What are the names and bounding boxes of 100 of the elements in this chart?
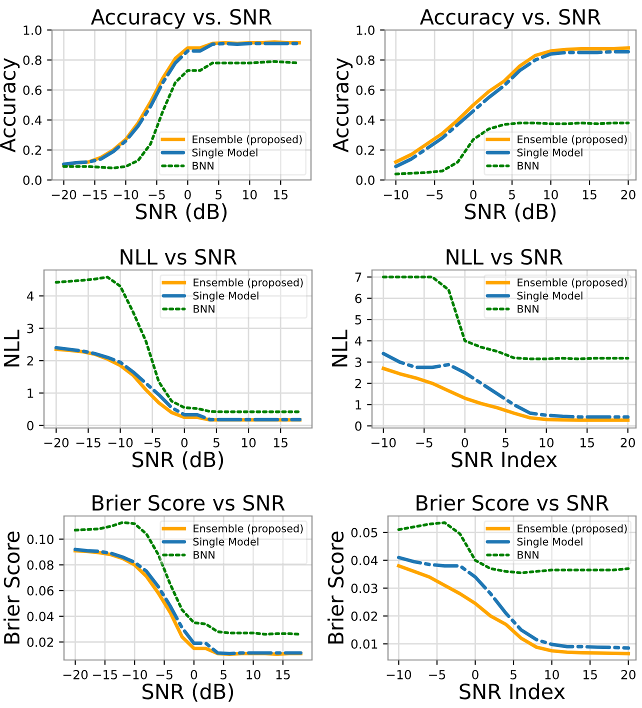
y-tick-label: 0.2 xyxy=(23,145,42,155)
y-tick-label: 0.8 xyxy=(23,55,42,65)
x-axis-title: SNR Index xyxy=(460,683,565,700)
x-tick-label: 5 xyxy=(509,190,515,200)
x-axis-title: SNR (dB) xyxy=(465,203,556,222)
x-tick-label: 10 xyxy=(545,670,559,680)
y-tick-label: 0.8 xyxy=(356,55,374,65)
legend-label: Single Model xyxy=(193,538,258,548)
x-tick-label: 10 xyxy=(242,438,256,448)
x-tick-label: −10 xyxy=(114,190,138,200)
x-tick-label: 5 xyxy=(213,438,220,448)
y-tick-label: 0.02 xyxy=(27,637,54,647)
chart-title: Accuracy vs. SNR xyxy=(90,8,272,29)
legend-label: BNN xyxy=(518,551,538,559)
y-axis-title: NLL xyxy=(4,330,20,366)
y-tick-label: 0.04 xyxy=(27,612,54,622)
y-axis-title: NLL xyxy=(332,330,348,366)
x-tick-label: 0 xyxy=(470,190,476,200)
y-axis-title: Brier Score xyxy=(328,532,344,644)
y-tick-label: 3 xyxy=(355,358,362,368)
y-tick-label: 0.2 xyxy=(356,145,374,155)
y-tick-label: 0.6 xyxy=(356,85,374,95)
x-tick-label: −15 xyxy=(76,438,100,448)
x-axis-title: SNR (dB) xyxy=(136,203,227,222)
legend-label: Ensemble (proposed) xyxy=(194,278,303,288)
x-tick-label: −20 xyxy=(52,190,76,200)
x-tick-label: 20 xyxy=(621,670,636,680)
x-tick-label: 15 xyxy=(276,670,290,680)
y-tick-label: 0.08 xyxy=(27,560,54,570)
line-series xyxy=(382,276,630,360)
legend-label: Single Model xyxy=(517,538,582,548)
y-tick-label: 0.01 xyxy=(351,639,378,649)
y-tick-label: 1 xyxy=(356,400,362,410)
y-tick-label: 0.0 xyxy=(23,175,42,185)
legend-label: Single Model xyxy=(192,148,258,158)
x-tick-label: 10 xyxy=(540,438,554,448)
y-tick-label: 0.4 xyxy=(356,115,375,125)
x-tick-label: −5 xyxy=(426,190,443,200)
y-tick-label: 0.03 xyxy=(351,584,378,594)
x-tick-label: −10 xyxy=(108,438,133,448)
y-tick-label: 5 xyxy=(355,315,362,324)
y-tick-label: 0 xyxy=(27,420,34,430)
x-tick-label: 10 xyxy=(246,670,260,680)
line-series xyxy=(394,122,630,176)
legend-label: Ensemble (proposed) xyxy=(518,524,627,534)
x-tick-label: 5 xyxy=(502,438,509,448)
x-tick-label: 15 xyxy=(582,190,596,200)
x-tick-label: −5 xyxy=(148,190,165,200)
y-tick-label: 0.04 xyxy=(351,556,378,566)
x-tick-label: 5 xyxy=(510,670,516,680)
chart-title: NLL vs SNR xyxy=(120,248,237,265)
y-tick-label: 1.0 xyxy=(24,25,42,35)
x-tick-label: 15 xyxy=(580,438,594,448)
y-tick-label: 3 xyxy=(27,324,34,334)
line-series xyxy=(54,276,302,414)
chart-title: Brier Score vs SNR xyxy=(92,494,285,511)
x-tick-label: 0 xyxy=(184,190,191,200)
y-tick-label: 0.0 xyxy=(356,175,374,185)
y-tick-label: 2 xyxy=(27,356,34,366)
x-tick-label: −5 xyxy=(429,670,446,680)
x-axis-title: SNR (dB) xyxy=(132,451,224,470)
x-tick-label: 0 xyxy=(190,670,198,680)
x-tick-label: −10 xyxy=(372,438,396,448)
x-tick-label: −10 xyxy=(122,670,147,680)
x-tick-label: 15 xyxy=(274,190,288,200)
x-tick-label: 0 xyxy=(462,438,468,448)
y-tick-label: 0 xyxy=(355,421,362,431)
y-tick-label: 0.6 xyxy=(23,85,42,95)
chart-title: NLL vs SNR xyxy=(446,248,563,265)
x-tick-label: 5 xyxy=(220,670,226,680)
y-tick-label: 0.02 xyxy=(351,611,378,621)
x-tick-label: 10 xyxy=(243,190,257,200)
x-tick-label: 10 xyxy=(544,190,558,200)
y-tick-label: 4 xyxy=(26,292,34,301)
legend-label: BNN xyxy=(194,305,214,313)
y-tick-label: 0.06 xyxy=(27,586,54,596)
x-tick-label: −15 xyxy=(93,670,118,680)
y-tick-label: 2 xyxy=(355,378,362,388)
line-series xyxy=(397,521,630,574)
y-tick-label: 4 xyxy=(354,336,362,346)
x-tick-label: −10 xyxy=(384,190,408,200)
y-tick-label: 1 xyxy=(28,388,34,398)
legend-label: Ensemble (proposed) xyxy=(192,135,302,146)
legend-label: Single Model xyxy=(193,292,258,302)
y-axis-title: Accuracy xyxy=(0,58,20,152)
legend-label: BNN xyxy=(194,551,214,559)
x-tick-label: 15 xyxy=(583,670,597,680)
x-tick-label: −15 xyxy=(82,190,107,200)
legend-label: Ensemble (proposed) xyxy=(194,524,303,534)
legend-label: BNN xyxy=(192,162,214,170)
chart-title: Brier Score vs SNR xyxy=(416,494,609,511)
x-tick-label: 0 xyxy=(181,438,188,448)
chart-title: Accuracy vs. SNR xyxy=(420,8,601,29)
x-tick-label: 15 xyxy=(274,438,288,448)
line-series xyxy=(382,352,630,419)
x-tick-label: 0 xyxy=(472,670,478,680)
x-tick-label: −20 xyxy=(63,670,88,680)
x-axis-title: SNR Index xyxy=(452,451,557,468)
y-tick-label: 0.05 xyxy=(351,528,378,538)
y-axis-title: Brier Score xyxy=(4,532,20,644)
